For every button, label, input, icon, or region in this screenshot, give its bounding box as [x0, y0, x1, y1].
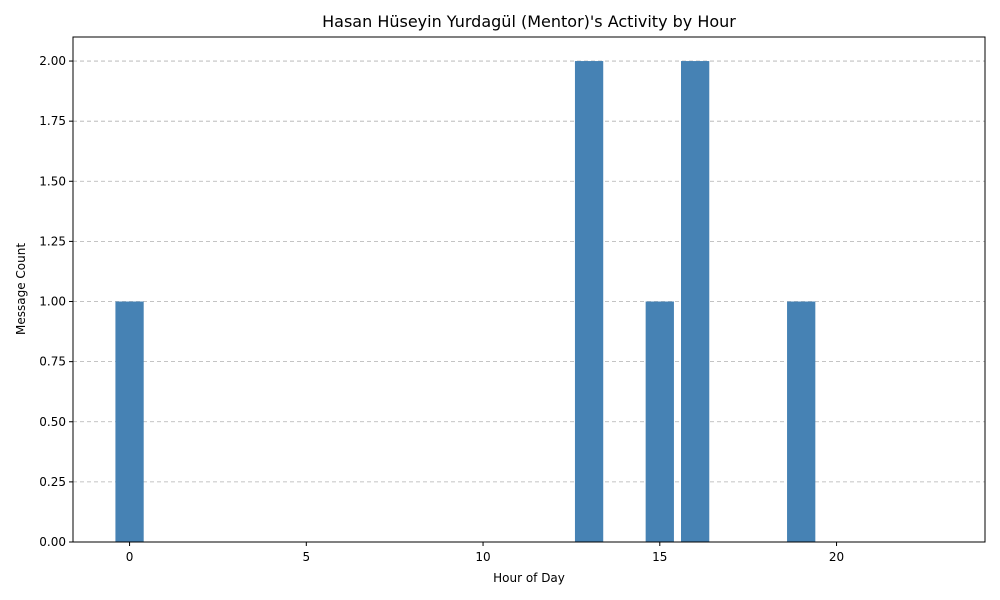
y-tick-label: 1.75 [39, 114, 66, 128]
x-axis-label: Hour of Day [493, 571, 565, 585]
bar-hour-15 [645, 301, 674, 542]
y-tick-label: 1.00 [39, 295, 66, 309]
x-axis-ticks: 0 5 10 15 20 [126, 542, 844, 564]
x-tick-label: 0 [126, 550, 134, 564]
y-tick-label: 0.50 [39, 415, 66, 429]
y-gridlines [73, 60, 985, 543]
x-tick-label: 15 [652, 550, 667, 564]
plot-frame [72, 36, 986, 543]
bar-hour-13 [574, 61, 604, 543]
x-tick-label: 20 [829, 550, 844, 564]
y-axis-label: Message Count [14, 243, 28, 335]
axes [72, 36, 986, 543]
y-tick-label: 2.00 [39, 54, 66, 68]
bar-hour-0 [115, 301, 144, 542]
bar-hour-19 [787, 301, 816, 542]
chart-title: Hasan Hüseyin Yurdagül (Mentor)'s Activi… [322, 12, 736, 31]
y-tick-label: 0.75 [39, 355, 66, 369]
y-tick-label: 1.25 [39, 234, 66, 248]
y-tick-label: 0.00 [39, 535, 66, 549]
y-tick-label: 0.25 [39, 475, 66, 489]
y-axis-ticks: 0.00 0.25 0.50 0.75 1.00 1.25 1.50 1.75 2.00 [39, 54, 73, 549]
y-tick-label: 1.50 [39, 174, 66, 188]
bars [115, 61, 816, 543]
x-tick-label: 10 [475, 550, 490, 564]
bar-hour-16 [681, 61, 710, 543]
x-tick-label: 5 [302, 550, 310, 564]
